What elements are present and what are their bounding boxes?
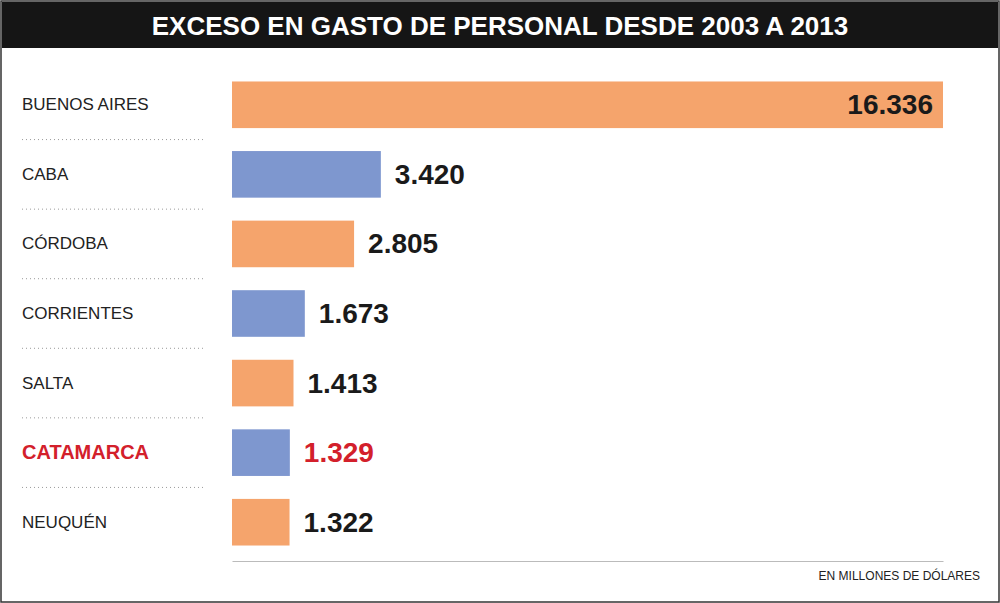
- data-label: 3.420: [395, 159, 465, 190]
- data-label: 1.322: [304, 507, 374, 538]
- tick: BUENOS AIRES: [22, 95, 232, 114]
- data-label: 2.805: [368, 228, 438, 259]
- separator: [22, 348, 205, 349]
- separator: [22, 139, 205, 140]
- annotation: EN MILLONES DE DÓLARES: [819, 568, 980, 583]
- tick: CORRIENTES: [22, 304, 232, 323]
- tick: SALTA: [22, 374, 232, 393]
- bar: [232, 429, 290, 476]
- bar: [232, 290, 305, 337]
- bar: [232, 81, 943, 128]
- title: EXCESO EN GASTO DE PERSONAL DESDE 2003 A…: [152, 11, 848, 41]
- title-banner: [2, 2, 998, 48]
- tick: NEUQUÉN: [22, 513, 232, 532]
- data-label: 1.673: [319, 298, 389, 329]
- separator: [22, 417, 205, 418]
- category-label: CATAMARCA: [22, 441, 149, 463]
- data-label: 1.329: [304, 437, 374, 468]
- data-label: 1.413: [307, 368, 377, 399]
- tick: CÓRDOBA: [22, 234, 232, 253]
- bar: [232, 221, 354, 268]
- separator: [22, 209, 205, 210]
- separator: [22, 278, 205, 279]
- category-axis-line: [232, 71, 233, 558]
- bar: [232, 499, 290, 546]
- separators: [22, 140, 205, 488]
- category-label: CABA: [22, 165, 69, 184]
- tick: CATAMARCA: [22, 441, 232, 463]
- bars: [232, 81, 943, 545]
- tick: CABA: [22, 165, 232, 184]
- data-labels: 16.336 3.420 2.805 1.673 1.413 1.329 1.322: [304, 89, 933, 537]
- category-axis: BUENOS AIRES CABA CÓRDOBA CORRIENTES SALTA CA…: [22, 71, 233, 558]
- data-label: 16.336: [847, 89, 933, 120]
- category-label: NEUQUÉN: [22, 513, 107, 532]
- category-label: CÓRDOBA: [22, 234, 109, 253]
- category-label: BUENOS AIRES: [22, 95, 149, 114]
- chart: EXCESO EN GASTO DE PERSONAL DESDE 2003 A…: [0, 0, 1000, 603]
- separator: [22, 487, 205, 488]
- value-axis-line: [233, 561, 944, 562]
- category-label: SALTA: [22, 374, 74, 393]
- bar: [232, 360, 293, 407]
- value-axis: [233, 561, 944, 562]
- bar: [232, 151, 381, 198]
- category-label: CORRIENTES: [22, 304, 133, 323]
- background: [0, 0, 1000, 603]
- frame: [1, 1, 999, 602]
